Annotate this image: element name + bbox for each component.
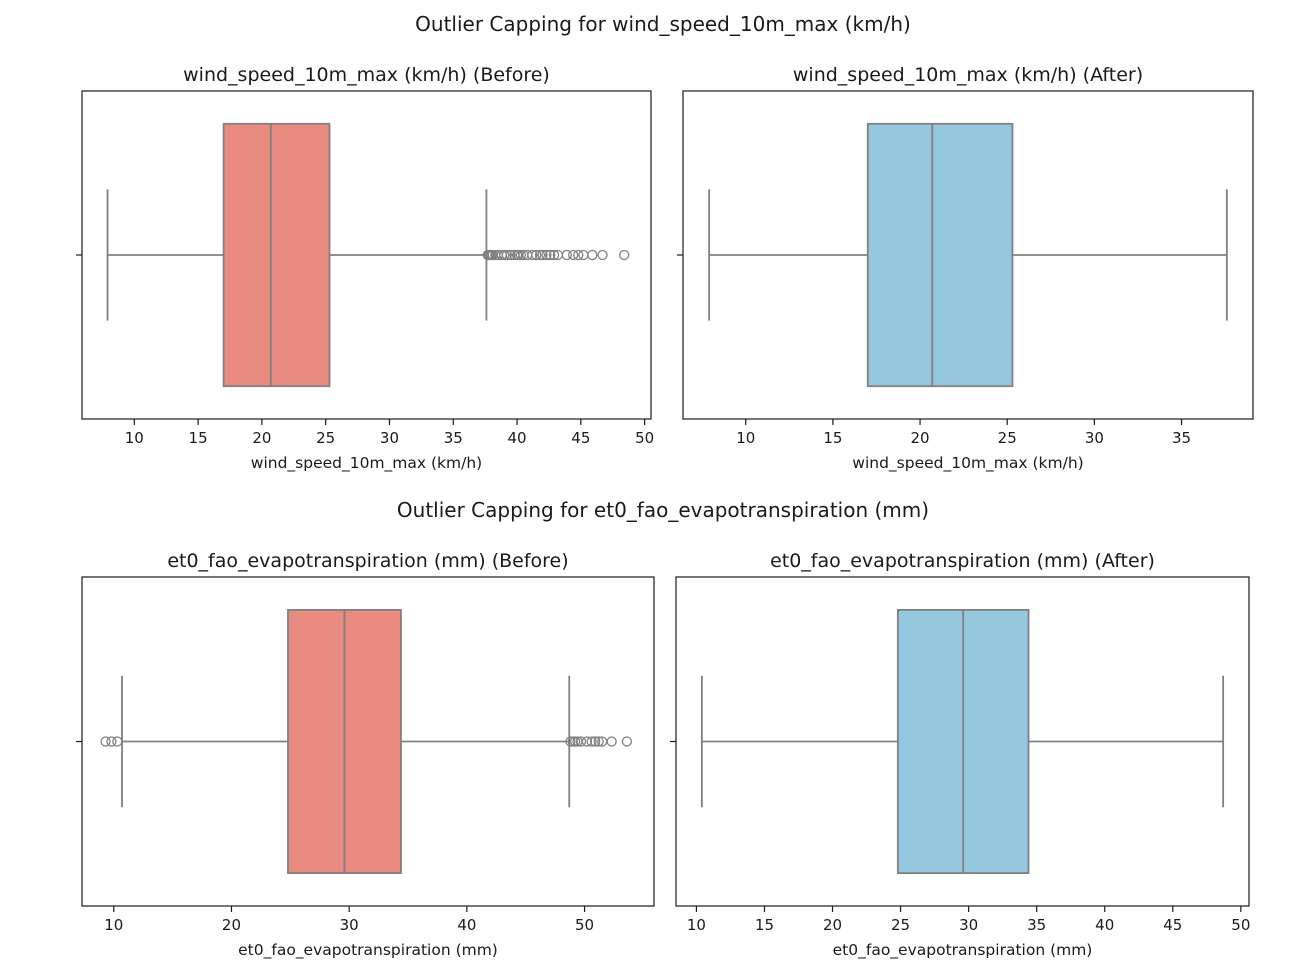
x-tick-label: 40	[457, 916, 476, 934]
outlier-point	[621, 736, 633, 747]
outlier-point	[587, 249, 598, 261]
x-tick-label: 15	[823, 429, 842, 447]
subplot-title: et0_fao_evapotranspiration (mm) (After)	[770, 550, 1155, 572]
x-tick-label: 45	[1163, 916, 1182, 934]
suptitle-evapotranspiration: Outlier Capping for et0_fao_evapotranspi…	[397, 498, 929, 522]
x-tick-label: 20	[252, 429, 271, 447]
outlier-point	[573, 249, 584, 261]
iqr-box	[866, 122, 1014, 388]
subplot-title: et0_fao_evapotranspiration (mm) (Before)	[167, 550, 568, 572]
x-tick-label: 20	[911, 429, 930, 447]
x-axis-label: wind_speed_10m_max (km/h)	[251, 454, 482, 473]
outlier-point	[534, 249, 546, 261]
outlier-point	[505, 249, 516, 261]
outlier-point	[606, 736, 617, 747]
outlier-point	[537, 249, 548, 261]
outlier-point	[527, 249, 538, 261]
x-tick-label: 15	[189, 429, 208, 447]
outlier-point	[597, 249, 608, 261]
boxplot-panel-wind-speed-after: wind_speed_10m_max (km/h) (After) 10 15 20 2…	[677, 64, 1254, 473]
iqr-box	[222, 122, 331, 388]
subplot-title: wind_speed_10m_max (km/h) (Before)	[183, 64, 550, 86]
x-tick-label: 30	[1085, 429, 1104, 447]
outlier-point	[586, 736, 597, 747]
x-tick-label: 30	[340, 916, 359, 934]
x-tick-label: 25	[316, 429, 335, 447]
x-tick-label: 30	[959, 916, 978, 934]
outlier-point	[515, 249, 527, 261]
outlier-point	[531, 249, 542, 261]
outlier-point	[545, 249, 556, 261]
x-tick-label: 15	[755, 916, 774, 934]
outlier-point	[112, 736, 123, 747]
outlier-point	[568, 249, 579, 261]
x-tick-label: 20	[222, 916, 241, 934]
outlier-point	[100, 736, 111, 747]
x-axis-label: et0_fao_evapotranspiration (mm)	[238, 941, 498, 960]
x-tick-label: 20	[823, 916, 842, 934]
x-tick-label: 45	[571, 429, 590, 447]
x-tick-label: 50	[575, 916, 594, 934]
x-tick-label: 35	[1027, 916, 1046, 934]
outlier-point	[499, 249, 510, 261]
x-tick-label: 40	[507, 429, 526, 447]
x-tick-label: 40	[1095, 916, 1114, 934]
x-tick-label: 30	[380, 429, 399, 447]
x-axis-label: et0_fao_evapotranspiration (mm)	[833, 941, 1093, 960]
outlier-point	[548, 249, 560, 261]
x-tick-label: 35	[444, 429, 463, 447]
x-tick-label: 25	[891, 916, 910, 934]
x-tick-label: 50	[635, 429, 654, 447]
outlier-point	[575, 736, 587, 747]
x-tick-label: 10	[104, 916, 123, 934]
subplot-title: wind_speed_10m_max (km/h) (After)	[793, 64, 1143, 86]
x-tick-label: 35	[1172, 429, 1191, 447]
boxplot-panel-wind-speed-before: wind_speed_10m_max (km/h) (Before) 10 15 20…	[76, 64, 654, 473]
outlier-point	[501, 249, 512, 261]
x-tick-label: 10	[125, 429, 144, 447]
outlier-point	[581, 736, 593, 747]
x-tick-label: 50	[1231, 916, 1250, 934]
outlier-point	[593, 736, 604, 747]
boxplot-panel-et0-before: et0_fao_evapotranspiration (mm) (Before)…	[76, 550, 655, 960]
boxplot-panel-et0-after: et0_fao_evapotranspiration (mm) (After) 1…	[670, 550, 1250, 960]
x-axis-label: wind_speed_10m_max (km/h)	[852, 454, 1083, 473]
outlier-point	[590, 736, 601, 747]
outlier-point	[619, 249, 630, 261]
x-tick-label: 25	[998, 429, 1017, 447]
outlier-point	[106, 736, 117, 747]
outlier-point	[541, 249, 552, 261]
x-tick-label: 10	[687, 916, 706, 934]
x-tick-label: 10	[736, 429, 755, 447]
suptitle-wind-speed: Outlier Capping for wind_speed_10m_max (…	[415, 12, 911, 36]
outlier-point	[561, 249, 572, 261]
